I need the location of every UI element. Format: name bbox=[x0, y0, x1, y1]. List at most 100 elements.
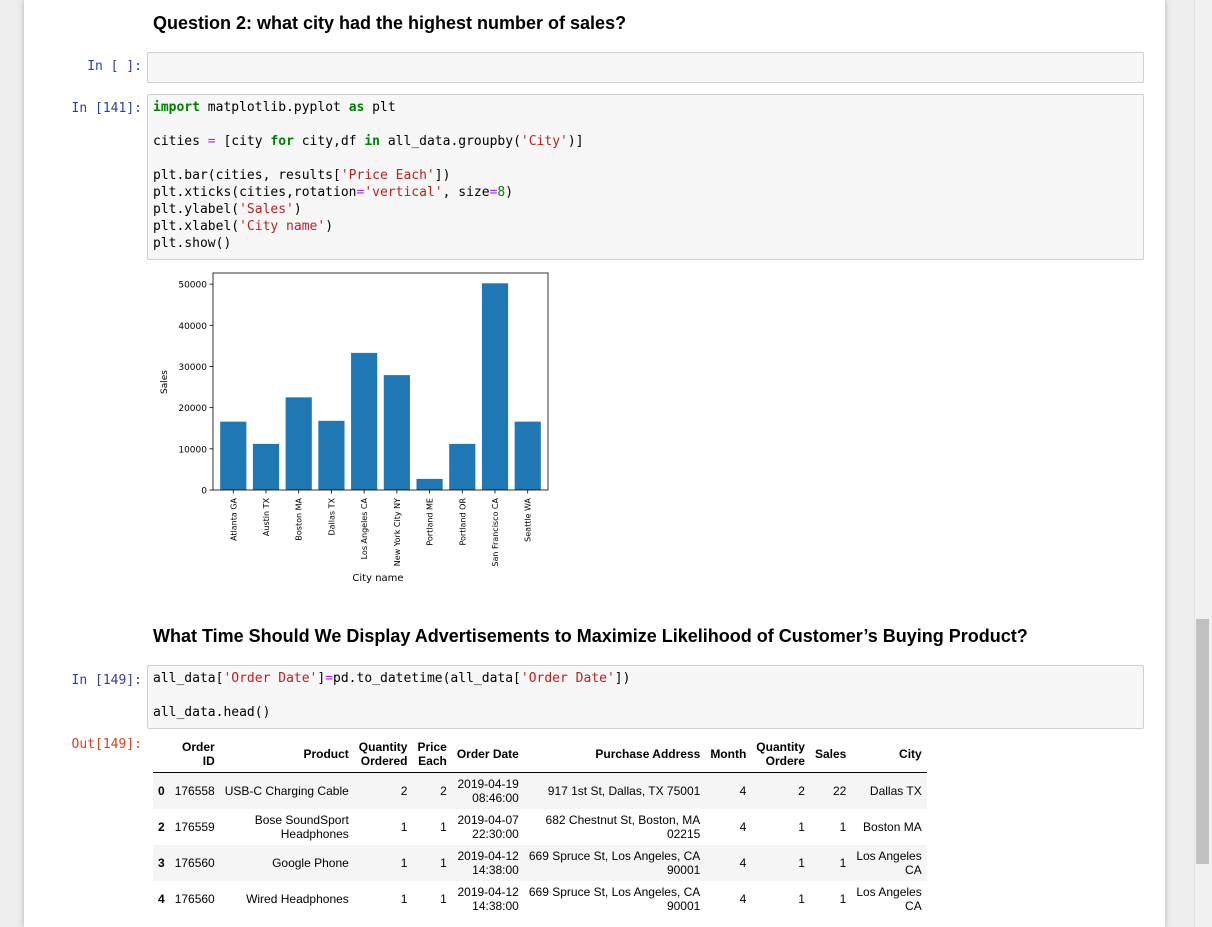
column-header-product: Product bbox=[303, 747, 349, 761]
cell-order-date: 2019-04-12 14:38:00 bbox=[457, 849, 519, 877]
x-tick-label: Los Angeles CA bbox=[360, 497, 369, 559]
cell-sales: 1 bbox=[839, 892, 847, 906]
y-tick-label: 0 bbox=[201, 487, 207, 497]
cell-index: 0 bbox=[158, 784, 165, 798]
cell-sales: 22 bbox=[832, 784, 847, 798]
scrollbar-thumb[interactable] bbox=[1196, 619, 1209, 864]
x-tick-label: Austin TX bbox=[262, 497, 271, 536]
cell-product: USB-C Charging Cable bbox=[224, 784, 349, 798]
cell-month: 4 bbox=[739, 784, 747, 798]
column-header-order-id: Order ID bbox=[182, 740, 215, 768]
x-tick-label: Atlanta GA bbox=[229, 497, 238, 540]
cell-city: Boston MA bbox=[863, 820, 922, 834]
bar-boston-ma bbox=[285, 397, 312, 490]
cell-quantity-ordered: 1 bbox=[400, 820, 408, 834]
bar-portland-me bbox=[416, 478, 443, 490]
column-header-month: Month bbox=[710, 747, 747, 761]
bar-dallas-tx bbox=[318, 420, 345, 490]
cell-index: 4 bbox=[158, 892, 165, 906]
table-row: 0 176558 USB-C Charging Cable 2 2 2019-04-19 0… bbox=[153, 772, 927, 809]
chart-code-cell[interactable]: import matplotlib.pyplot as plt cities =… bbox=[147, 94, 1144, 260]
cell-sales: 1 bbox=[839, 820, 847, 834]
column-header-purchase-address: Purchase Address bbox=[595, 747, 701, 761]
column-header-sales: Sales bbox=[814, 747, 847, 761]
cell-quantity-ordered: 2 bbox=[400, 784, 408, 798]
cell-price-each: 1 bbox=[440, 856, 447, 870]
cell-purchase-address: 669 Spruce St, Los Angeles, CA 90001 bbox=[528, 849, 701, 877]
x-axis-label: City name bbox=[352, 573, 403, 584]
table-row: 2 176559 Bose SoundSport Headphones 1 1 2019-0… bbox=[153, 809, 927, 845]
cell-quantity-ordere: 1 bbox=[798, 856, 805, 870]
cell-purchase-address: 669 Spruce St, Los Angeles, CA 90001 bbox=[528, 885, 701, 913]
bar-austin-tx bbox=[252, 443, 280, 490]
empty-cell-prompt: In [ ]: bbox=[87, 59, 142, 74]
bar-seattle-wa bbox=[514, 421, 541, 490]
x-tick-label: Dallas TX bbox=[327, 497, 336, 535]
column-header-quantity-ordered: Quantity Ordered bbox=[358, 740, 408, 768]
date-code-cell[interactable]: all_data['Order Date']=pd.to_datetime(al… bbox=[147, 665, 1144, 729]
cell-quantity-ordere: 1 bbox=[798, 820, 805, 834]
sales-by-city-chart: 0 10000 20000 30000 40000 50000 Atlanta GA Aus… bbox=[160, 272, 549, 584]
output-prompt: Out[149]: bbox=[71, 737, 142, 752]
empty-code-cell[interactable] bbox=[147, 52, 1144, 83]
y-axis-label: Sales bbox=[160, 370, 170, 394]
y-tick-label: 20000 bbox=[178, 404, 207, 414]
cell-city: Los Angeles CA bbox=[856, 885, 922, 913]
cell-purchase-address: 682 Chestnut St, Boston, MA 02215 bbox=[545, 813, 701, 841]
cell-order-date: 2019-04-19 08:46:00 bbox=[457, 777, 519, 805]
cell-purchase-address: 917 1st St, Dallas, TX 75001 bbox=[547, 784, 701, 798]
column-header-price-each: Price Each bbox=[417, 740, 447, 768]
column-header-quantity-ordere: Quantity Ordere bbox=[756, 740, 805, 768]
y-tick-label: 30000 bbox=[178, 363, 207, 373]
x-tick-label: Portland ME bbox=[426, 498, 435, 546]
cell-city: Dallas TX bbox=[869, 784, 922, 798]
x-tick-label: Seattle WA bbox=[524, 497, 533, 541]
question-2-heading: Question 2: what city had the highest nu… bbox=[153, 13, 627, 33]
cell-product: Google Phone bbox=[272, 856, 349, 870]
cell-quantity-ordered: 1 bbox=[400, 856, 408, 870]
bar-atlanta-ga bbox=[220, 421, 247, 490]
cell-order-date: 2019-04-12 14:38:00 bbox=[457, 885, 519, 913]
cell-price-each: 2 bbox=[440, 784, 447, 798]
dataframe-table: Order ID Product Quantity Ordered Price Each Or… bbox=[153, 736, 927, 917]
column-header-index bbox=[153, 736, 170, 773]
chart-code: import matplotlib.pyplot as plt cities =… bbox=[153, 100, 584, 251]
x-tick-label: San Francisco CA bbox=[491, 497, 500, 566]
chart-cell-prompt: In [141]: bbox=[71, 101, 142, 116]
table-header-row: Order ID Product Quantity Ordered Price Each Or… bbox=[153, 736, 927, 773]
cell-price-each: 1 bbox=[440, 892, 447, 906]
bar-los-angeles-ca bbox=[351, 352, 378, 490]
column-header-order-date: Order Date bbox=[456, 747, 519, 761]
cell-order-id: 176559 bbox=[174, 820, 215, 834]
cell-product: Bose SoundSport Headphones bbox=[254, 813, 349, 841]
cell-product: Wired Headphones bbox=[246, 892, 349, 906]
cell-month: 4 bbox=[739, 892, 747, 906]
cell-month: 4 bbox=[739, 820, 747, 834]
cell-order-date: 2019-04-07 22:30:00 bbox=[457, 813, 519, 841]
plot-frame bbox=[212, 272, 549, 491]
cell-price-each: 1 bbox=[440, 820, 447, 834]
x-tick-label: Portland OR bbox=[458, 498, 467, 546]
table-row: 3 176560 Google Phone 1 1 2019-04-12 14:38:00 6… bbox=[153, 845, 927, 881]
cell-order-id: 176558 bbox=[174, 784, 215, 798]
y-tick-label: 50000 bbox=[178, 281, 207, 291]
y-tick-label: 10000 bbox=[178, 445, 207, 455]
cell-order-id: 176560 bbox=[174, 892, 215, 906]
cell-index: 3 bbox=[158, 856, 165, 870]
date-code: all_data['Order Date']=pd.to_datetime(al… bbox=[153, 671, 631, 720]
table-row: 4 176560 Wired Headphones 1 1 2019-04-12 14:38… bbox=[153, 881, 927, 917]
cell-sales: 1 bbox=[839, 856, 847, 870]
cell-quantity-ordere: 1 bbox=[798, 892, 805, 906]
bar-new-york-city-ny bbox=[383, 375, 410, 490]
x-tick-label: Boston MA bbox=[295, 497, 304, 540]
cell-order-id: 176560 bbox=[174, 856, 215, 870]
cell-quantity-ordere: 2 bbox=[798, 784, 805, 798]
bar-san-francisco-ca bbox=[481, 283, 509, 490]
x-tick-label: New York City NY bbox=[393, 498, 402, 566]
cell-index: 2 bbox=[158, 820, 165, 834]
date-cell-prompt: In [149]: bbox=[71, 673, 142, 688]
advertising-time-heading: What Time Should We Display Advertisemen… bbox=[153, 626, 1028, 646]
cell-quantity-ordered: 1 bbox=[400, 892, 408, 906]
column-header-city: City bbox=[899, 747, 922, 761]
bar-portland-or bbox=[449, 443, 476, 490]
